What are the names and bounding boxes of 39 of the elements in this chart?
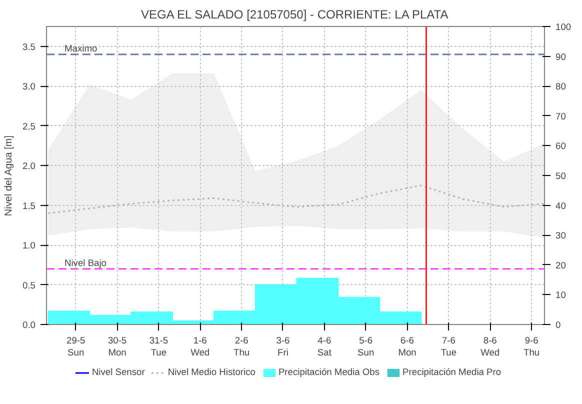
y2-tick-label: 100	[556, 22, 572, 32]
y2-tick-label: 20	[556, 260, 566, 270]
x-tick-label: 8-6 Wed	[480, 336, 500, 358]
y2-tick-label: 80	[556, 82, 566, 92]
chart-title: VEGA EL SALADO [21057050] - CORRIENTE: LA PLATA	[140, 8, 448, 22]
ref-line-label: Nivel Bajo	[64, 258, 106, 268]
x-tick-label: 5-6 Sun	[358, 336, 374, 358]
x-tick-label: 29-5 Sun	[66, 336, 86, 358]
y-tick-label: 1.0	[22, 240, 36, 251]
y-tick-label: 2.5	[22, 121, 36, 132]
y-tick-label: 0.0	[22, 320, 36, 330]
legend-label: Nivel Medio Historico	[168, 367, 256, 377]
x-tick-label: 2-6 Thu	[234, 336, 250, 358]
x-tick-label: 6-6 Mon	[398, 336, 416, 358]
y2-tick-label: 50	[556, 171, 566, 181]
y2-tick-label: 60	[556, 141, 566, 152]
legend-label: Nivel Sensor	[92, 367, 145, 377]
y2-tick-label: 10	[556, 290, 566, 300]
x-tick-label: 9-6 Thu	[524, 336, 540, 358]
y-tick-label: 2.0	[22, 161, 36, 172]
legend-label: Precipitación Media Pro	[402, 367, 502, 377]
y-tick-label: 3.0	[22, 82, 36, 92]
y2-tick-label: 40	[556, 200, 566, 211]
y2-tick-label: 90	[556, 52, 566, 62]
x-tick-label: 4-6 Sat	[317, 336, 332, 358]
y-tick-label: 1.5	[22, 200, 36, 211]
x-tick-label: 7-6 Tue	[440, 336, 457, 358]
y-tick-label: 3.5	[22, 42, 36, 52]
y-axis-title: Nivel del Agua [m]	[4, 135, 15, 216]
y-tick-label: 0.5	[22, 280, 36, 290]
x-tick-label: 3-6 Fri	[276, 336, 290, 358]
y2-tick-label: 30	[556, 230, 566, 241]
x-tick-label: 31-5 Tue	[149, 336, 168, 358]
ref-line-label: Maximo	[64, 43, 98, 54]
legend-label: Precipitación Media Obs	[278, 367, 380, 377]
x-tick-label: 30-5 Mon	[108, 336, 127, 358]
x-tick-label: 1-6 Wed	[190, 336, 210, 358]
y2-tick-label: 0	[556, 320, 561, 330]
y2-tick-label: 70	[556, 111, 566, 122]
